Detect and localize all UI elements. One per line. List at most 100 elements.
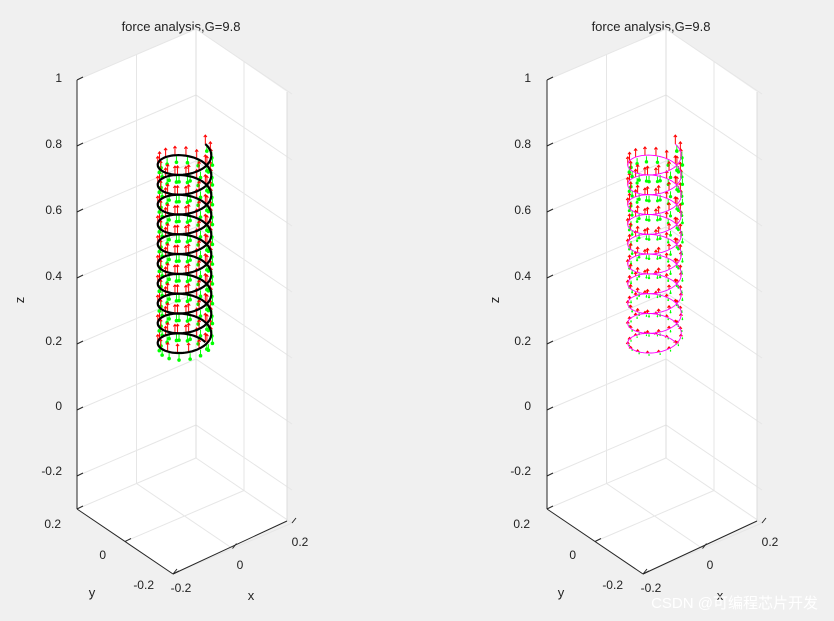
left-z-tick-neg0.2: -0.2 [41, 464, 62, 478]
force-arrowhead-green [198, 334, 203, 338]
force-arrowhead-red [653, 269, 658, 274]
force-arrowhead-red [633, 189, 638, 193]
force-arrowhead-red [165, 282, 170, 286]
right-x-tick-0: 0 [707, 558, 714, 572]
force-arrowhead-green [669, 214, 673, 218]
force-arrowhead-green [630, 174, 634, 179]
force-arrowhead-red [628, 263, 633, 267]
force-arrowhead-red [163, 246, 168, 250]
force-arrowhead-green [210, 242, 215, 247]
force-arrowhead-green [648, 354, 650, 356]
force-arrowhead-red [163, 285, 168, 290]
force-arrowhead-red [625, 176, 630, 180]
force-arrowhead-red [642, 146, 647, 150]
force-arrowhead-green [658, 276, 662, 279]
force-arrowhead-red [627, 213, 632, 217]
force-arrowhead-red [678, 202, 683, 206]
force-arrowhead-red [155, 314, 160, 318]
force-arrowhead-green [666, 241, 670, 244]
force-arrowhead-green [185, 299, 190, 304]
force-arrowhead-red [653, 249, 658, 253]
force-arrowhead-green [177, 298, 181, 303]
force-arrowhead-red [186, 342, 191, 346]
z-tick-mark [546, 208, 554, 213]
force-arrowhead-red [656, 205, 661, 209]
force-arrowhead-red [204, 155, 209, 159]
force-arrowhead-green [667, 260, 670, 263]
force-arrowhead-green [188, 198, 192, 203]
right-z-tick-0.4: 0.4 [514, 269, 531, 283]
force-arrowhead-green [188, 278, 192, 282]
force-arrowhead-green [656, 335, 659, 337]
force-arrowhead-red [674, 217, 679, 221]
watermark: CSDN @可编程芯片开发 [651, 595, 818, 612]
force-arrowhead-red [194, 148, 199, 153]
force-arrowhead-red [642, 310, 647, 314]
force-arrowhead-green [656, 296, 659, 299]
force-arrowhead-red [678, 264, 683, 268]
force-arrowhead-green [167, 237, 171, 242]
force-arrowhead-red [642, 269, 647, 273]
force-arrowhead-green [667, 299, 670, 302]
force-arrowhead-red [186, 164, 191, 168]
force-arrowhead-red [208, 140, 213, 145]
force-arrowhead-green [188, 179, 192, 183]
force-arrowhead-green [667, 338, 669, 340]
force-arrowhead-red [678, 243, 683, 247]
y-floor-gridline [546, 457, 667, 510]
force-arrowhead-red [628, 160, 633, 164]
force-arrowhead-red [627, 151, 632, 155]
force-arrowhead-green [177, 318, 181, 323]
force-arrowhead-red [653, 228, 658, 232]
force-arrowhead-red [175, 165, 180, 169]
force-arrowhead-red [674, 258, 679, 262]
force-arrowhead-green [676, 228, 680, 232]
force-arrowhead-green [160, 353, 164, 357]
left-y-tick-0.2: 0.2 [44, 517, 61, 531]
force-arrowhead-red [163, 147, 168, 151]
force-arrowhead-red [183, 145, 188, 150]
force-arrowhead-green [167, 178, 171, 183]
force-arrowhead-green [675, 149, 679, 153]
force-arrowhead-red [642, 187, 647, 191]
force-arrowhead-green [638, 353, 640, 355]
force-arrowhead-red [204, 254, 209, 258]
force-arrowhead-green [157, 348, 162, 353]
force-arrowhead-red [664, 252, 669, 256]
force-arrowhead-red [653, 167, 658, 171]
force-arrowhead-red [678, 141, 683, 145]
force-arrowhead-red [633, 291, 638, 295]
right-x-tick-neg0.2: -0.2 [641, 581, 662, 595]
force-arrowhead-green [645, 296, 648, 298]
force-arrowhead-red [165, 163, 170, 167]
force-arrowhead-green [206, 269, 211, 273]
force-arrowhead-red [656, 246, 661, 250]
force-arrowhead-green [667, 279, 670, 282]
force-arrowhead-red [653, 187, 658, 191]
right-y-tick-0: 0 [569, 548, 576, 562]
force-arrowhead-green [177, 180, 181, 184]
force-arrowhead-green [157, 210, 162, 214]
x-tick-mark [232, 543, 237, 549]
force-arrowhead-green [198, 235, 203, 239]
force-arrowhead-red [628, 222, 633, 226]
force-arrowhead-green [656, 257, 659, 260]
left-y-tick-0: 0 [99, 548, 106, 562]
y-tick-mark [546, 505, 554, 510]
force-arrowhead-red [667, 181, 672, 185]
force-arrowhead-green [677, 344, 680, 347]
force-arrowhead-green [637, 255, 641, 259]
force-arrowhead-red [656, 184, 661, 189]
force-arrowhead-green [668, 175, 673, 180]
force-arrowhead-red [625, 197, 630, 201]
force-arrowhead-green [656, 238, 659, 241]
force-arrowhead-green [185, 319, 190, 323]
force-arrowhead-red [642, 248, 647, 253]
force-arrowhead-red [642, 166, 647, 170]
force-arrowhead-red [673, 134, 678, 138]
force-arrowhead-green [645, 237, 648, 241]
force-arrowhead-green [206, 209, 211, 214]
force-arrowhead-red [664, 231, 669, 235]
force-arrowhead-green [157, 329, 162, 333]
force-arrowhead-green [645, 218, 648, 222]
